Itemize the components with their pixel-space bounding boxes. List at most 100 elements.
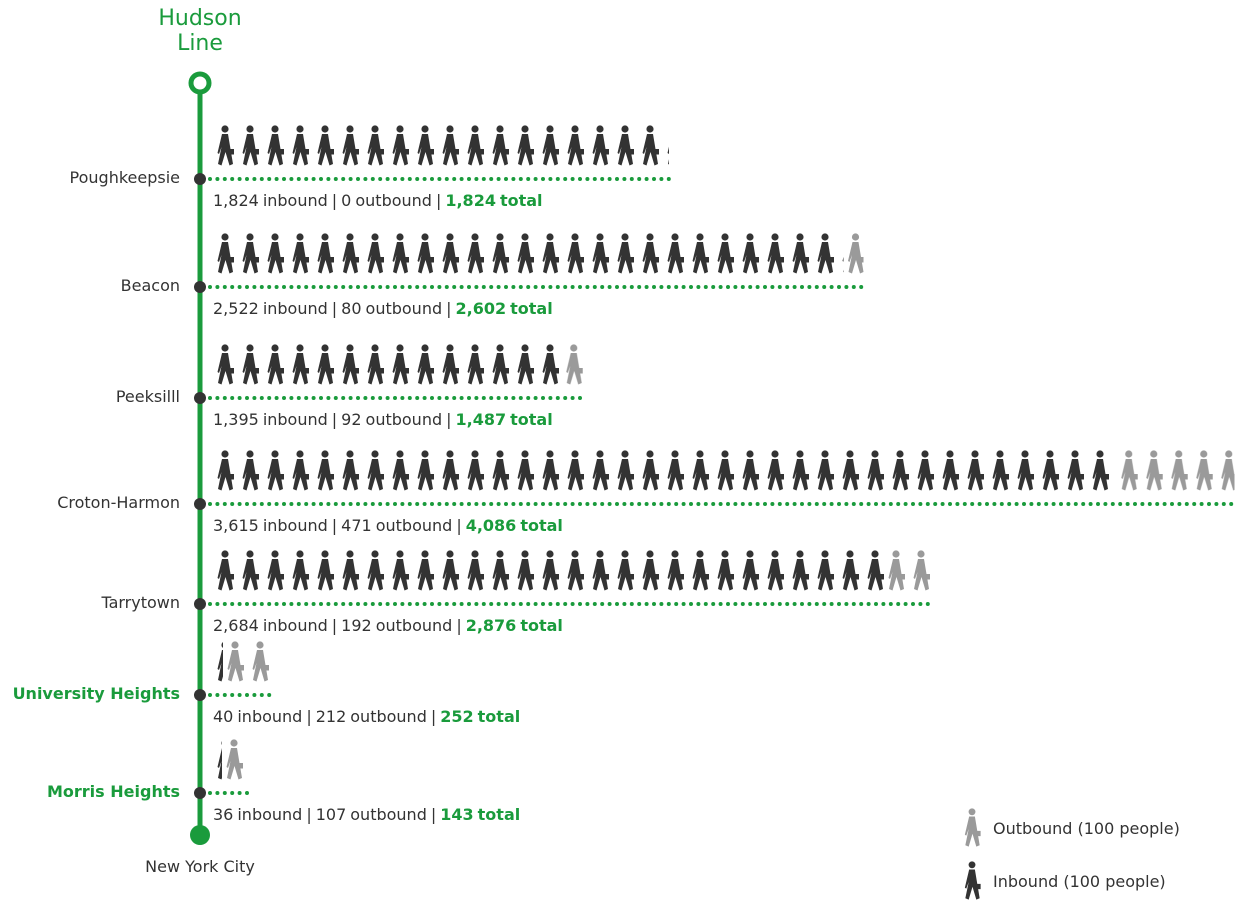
station-name: Beacon [120,276,180,295]
series-word: inbound [262,516,328,535]
value-label: 1,824 [213,191,259,210]
total-word: total [520,516,563,535]
separator: | [331,410,338,429]
total-label: 2,876 [465,616,517,635]
value-label: 1,395 [213,410,259,429]
station-stats: 1,395 inbound | 92 outbound | 1,487 total [213,410,557,429]
end-label: New York City [145,857,255,876]
station-dot [194,173,206,185]
value-label: 92 [341,410,362,429]
total-word: total [477,707,521,726]
station-dot [194,498,206,510]
series-word: outbound [365,410,443,429]
legend-label: Outbound (100 people) [993,819,1180,838]
series-word: outbound [375,516,453,535]
station-stats: 40 inbound | 212 outbound | 252 total [213,707,524,726]
station-stats: 2,684 inbound | 192 outbound | 2,876 total [213,616,567,635]
pictogram-bar [223,640,276,685]
total-word: total [510,410,553,429]
station-dot [194,689,206,701]
series-word: inbound [262,410,328,429]
separator: | [456,516,462,535]
value-label: 0 [341,191,352,210]
total-label: 1,824 [445,191,496,210]
separator: | [306,805,312,824]
value-label: 192 [341,616,372,635]
total-word: total [520,616,563,635]
pictogram-bar [213,640,223,685]
series-word: outbound [350,805,427,824]
total-label: 4,086 [465,516,517,535]
series-word: outbound [355,191,432,210]
total-word: total [477,805,521,824]
value-label: 2,522 [213,299,259,318]
legend-label: Inbound (100 people) [993,872,1166,891]
value-label: 36 [213,805,234,824]
value-label: 40 [213,707,234,726]
station-dot [194,281,206,293]
station-name: University Heights [12,684,180,703]
station-name: Poughkeepsie [69,168,180,187]
pictogram-bar [213,738,222,783]
series-word: inbound [237,707,303,726]
separator: | [331,516,338,535]
end-station [190,825,210,845]
station-name: Morris Heights [46,782,180,801]
series-word: outbound [350,707,427,726]
value-label: 80 [341,299,362,318]
series-word: inbound [262,616,328,635]
separator: | [331,616,338,635]
value-label: 3,615 [213,516,259,535]
station-stats: 2,522 inbound | 80 outbound | 2,602 total [213,299,557,318]
separator: | [456,616,462,635]
series-word: outbound [365,299,443,318]
station-dot [194,392,206,404]
pictogram-bar [884,549,932,594]
pictogram-bar [213,549,884,594]
pictogram-bar [213,449,1117,494]
total-label: 1,487 [455,410,507,429]
pictogram-bar [843,232,864,277]
pictogram-bar [213,232,844,277]
station-name: Peeksilll [115,387,180,406]
separator: | [306,707,312,726]
separator: | [446,410,452,429]
legend-icon [964,861,981,900]
series-word: inbound [262,299,328,318]
pictogram-bar [213,343,562,388]
total-word: total [499,191,543,210]
station-dot [194,787,206,799]
legend-icon [964,808,981,847]
separator: | [331,191,338,210]
start-station [188,71,212,95]
separator: | [430,707,437,726]
series-word: inbound [262,191,328,210]
station-name: Tarrytown [101,593,180,612]
value-label: 212 [315,707,347,726]
station-name: Croton-Harmon [57,493,180,512]
separator: | [446,299,452,318]
pictogram-bar [213,124,669,169]
station-stats: 1,824 inbound | 0 outbound | 1,824 total [213,191,547,210]
series-word: inbound [237,805,303,824]
station-stats: 36 inbound | 107 outbound | 143 total [213,805,524,824]
chart-title: Hudson Line [158,6,242,56]
series-word: outbound [375,616,453,635]
pictogram-bar [222,738,249,783]
value-label: 2,684 [213,616,259,635]
station-dot [194,598,206,610]
total-label: 252 [440,707,474,726]
station-stats: 3,615 inbound | 471 outbound | 4,086 total [213,516,567,535]
separator: | [331,299,338,318]
total-label: 2,602 [455,299,507,318]
separator: | [435,191,442,210]
separator: | [430,805,437,824]
pictogram-bar [1116,449,1235,494]
pictogram-bar [561,343,585,388]
value-label: 471 [341,516,372,535]
value-label: 107 [315,805,347,824]
total-label: 143 [440,805,474,824]
total-word: total [510,299,553,318]
